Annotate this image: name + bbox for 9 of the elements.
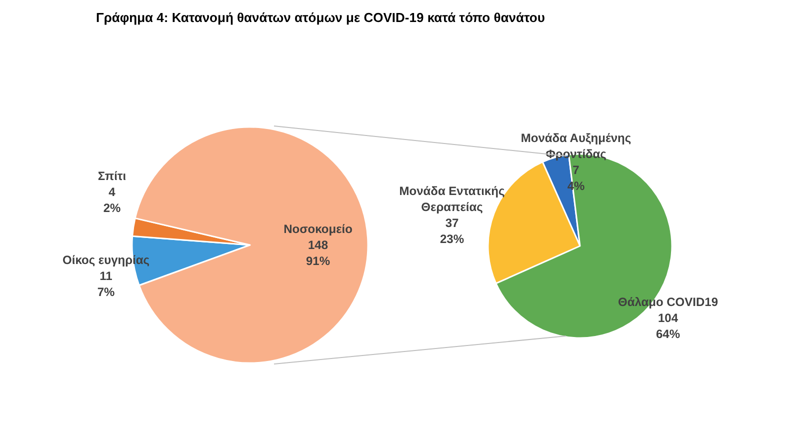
slice-label: Σπίτι (98, 169, 126, 183)
data-label: 148 91% (306, 238, 330, 268)
slice-label: Μονάδα Εντατικής Θεραπείας (399, 184, 505, 214)
data-label: 104 64% (656, 311, 680, 341)
data-label: 4 2% (103, 185, 121, 215)
data-label: 11 7% (97, 269, 115, 299)
chart-title: Γράφημα 4: Κατανομή θανάτων ατόμων με COVID-19 κατά τόπο θανάτου (96, 10, 545, 25)
slice-label: Νοσοκομείο (284, 222, 352, 236)
data-label: 37 23% (440, 216, 464, 246)
